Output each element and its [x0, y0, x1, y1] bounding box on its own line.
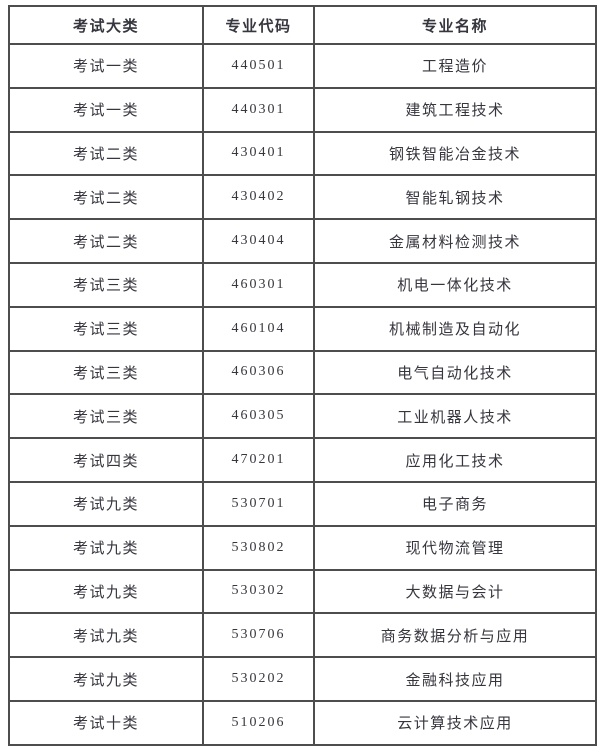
major-code-cell: 530202: [202, 656, 315, 702]
table-row: 考试一类 440501 工程造价: [8, 43, 597, 89]
major-name-cell: 机械制造及自动化: [313, 305, 597, 352]
table-row: 考试三类 460104 机械制造及自动化: [8, 305, 597, 352]
exam-category-cell: 考试二类: [8, 174, 204, 221]
table-header: 考试大类 专业代码 专业名称: [8, 5, 597, 45]
major-code-cell: 460306: [202, 349, 315, 396]
header-row: 考试大类 专业代码 专业名称: [8, 5, 597, 45]
major-name-cell: 工程造价: [313, 43, 597, 89]
major-code-cell: 440301: [202, 86, 315, 133]
exam-category-cell: 考试四类: [8, 437, 204, 483]
exam-category-cell: 考试九类: [8, 568, 204, 615]
table-row: 考试九类 530701 电子商务: [8, 480, 597, 527]
major-code-cell: 470201: [202, 437, 315, 483]
table-row: 考试一类 440301 建筑工程技术: [8, 86, 597, 133]
major-code-cell: 430404: [202, 218, 315, 264]
exam-category-cell: 考试一类: [8, 43, 204, 89]
header-major-name: 专业名称: [313, 5, 597, 45]
major-name-cell: 钢铁智能冶金技术: [313, 130, 597, 177]
exam-category-cell: 考试三类: [8, 393, 204, 440]
header-major-code: 专业代码: [202, 5, 315, 45]
table-body: 考试一类 440501 工程造价 考试一类 440301 建筑工程技术 考试二类…: [8, 43, 597, 746]
table-row: 考试九类 530302 大数据与会计: [8, 568, 597, 615]
exam-category-cell: 考试九类: [8, 612, 204, 659]
major-name-cell: 应用化工技术: [313, 437, 597, 483]
exam-category-cell: 考试九类: [8, 480, 204, 527]
exam-category-cell: 考试三类: [8, 349, 204, 396]
table-row: 考试九类 530202 金融科技应用: [8, 656, 597, 702]
table-row: 考试二类 430404 金属材料检测技术: [8, 218, 597, 264]
major-name-cell: 金属材料检测技术: [313, 218, 597, 264]
major-name-cell: 金融科技应用: [313, 656, 597, 702]
major-code-cell: 440501: [202, 43, 315, 89]
table-row: 考试十类 510206 云计算技术应用: [8, 699, 597, 746]
table-row: 考试三类 460305 工业机器人技术: [8, 393, 597, 440]
major-code-cell: 430401: [202, 130, 315, 177]
table-row: 考试四类 470201 应用化工技术: [8, 437, 597, 483]
major-name-cell: 现代物流管理: [313, 524, 597, 571]
exam-category-cell: 考试二类: [8, 130, 204, 177]
header-exam-category: 考试大类: [8, 5, 204, 45]
major-code-cell: 460104: [202, 305, 315, 352]
major-code-cell: 530701: [202, 480, 315, 527]
major-code-cell: 530706: [202, 612, 315, 659]
exam-category-cell: 考试三类: [8, 261, 204, 308]
major-name-cell: 建筑工程技术: [313, 86, 597, 133]
major-code-cell: 530302: [202, 568, 315, 615]
exam-category-cell: 考试九类: [8, 524, 204, 571]
exam-category-cell: 考试十类: [8, 699, 204, 746]
major-name-cell: 电子商务: [313, 480, 597, 527]
exam-category-cell: 考试二类: [8, 218, 204, 264]
major-code-cell: 510206: [202, 699, 315, 746]
major-code-cell: 530802: [202, 524, 315, 571]
exam-category-cell: 考试三类: [8, 305, 204, 352]
exam-category-cell: 考试九类: [8, 656, 204, 702]
majors-table: 考试大类 专业代码 专业名称 考试一类 440501 工程造价 考试一类 440…: [8, 5, 597, 746]
table-row: 考试三类 460306 电气自动化技术: [8, 349, 597, 396]
major-name-cell: 电气自动化技术: [313, 349, 597, 396]
major-name-cell: 云计算技术应用: [313, 699, 597, 746]
major-code-cell: 430402: [202, 174, 315, 221]
major-name-cell: 智能轧钢技术: [313, 174, 597, 221]
major-name-cell: 大数据与会计: [313, 568, 597, 615]
table-row: 考试三类 460301 机电一体化技术: [8, 261, 597, 308]
major-name-cell: 机电一体化技术: [313, 261, 597, 308]
table-row: 考试九类 530802 现代物流管理: [8, 524, 597, 571]
exam-category-cell: 考试一类: [8, 86, 204, 133]
major-name-cell: 商务数据分析与应用: [313, 612, 597, 659]
table-row: 考试二类 430401 钢铁智能冶金技术: [8, 130, 597, 177]
major-code-cell: 460305: [202, 393, 315, 440]
table-row: 考试二类 430402 智能轧钢技术: [8, 174, 597, 221]
major-code-cell: 460301: [202, 261, 315, 308]
table-row: 考试九类 530706 商务数据分析与应用: [8, 612, 597, 659]
major-name-cell: 工业机器人技术: [313, 393, 597, 440]
